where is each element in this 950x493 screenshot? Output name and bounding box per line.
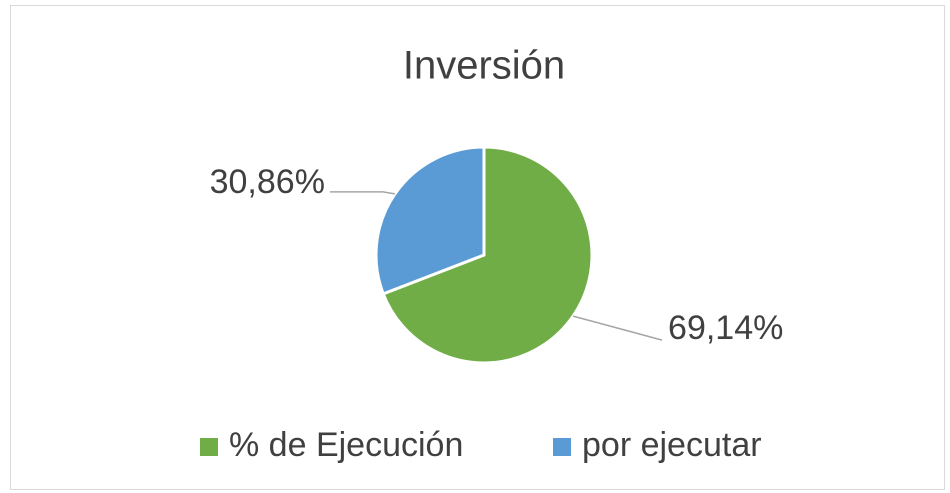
legend-swatch: [200, 438, 218, 456]
data-label: 69,14%: [668, 309, 783, 347]
legend-label: por ejecutar: [582, 426, 762, 464]
chart-title: Inversión: [403, 44, 565, 88]
legend-swatch: [553, 438, 571, 456]
pie-slice: [374, 145, 486, 296]
data-label: 30,86%: [210, 163, 325, 201]
leader-line: [572, 315, 663, 341]
leader-line: [329, 191, 396, 195]
legend-label: % de Ejecución: [229, 426, 463, 464]
pie-slice: [381, 145, 594, 365]
